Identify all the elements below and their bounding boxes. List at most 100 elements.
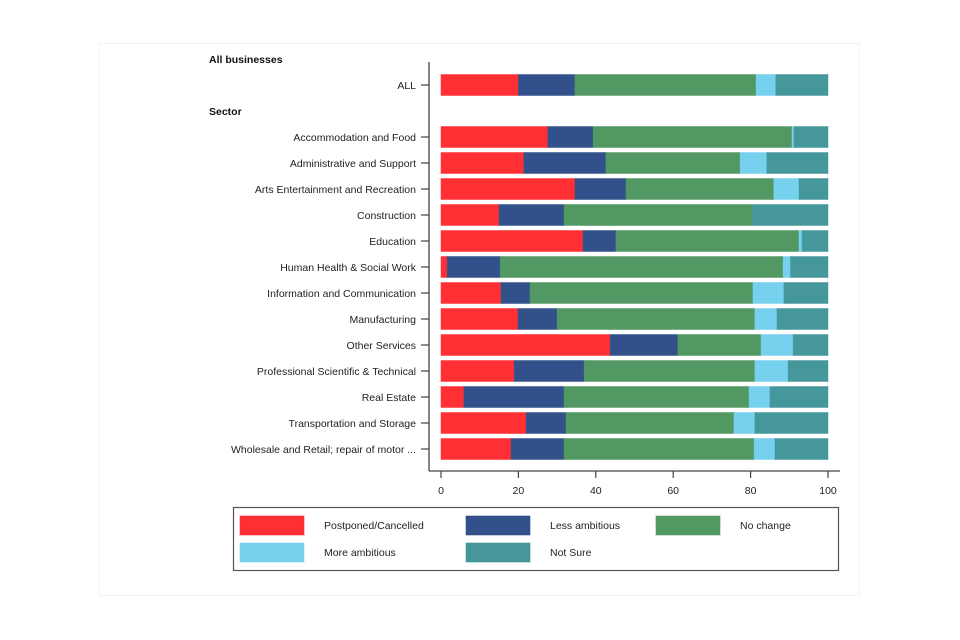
legend-label: No change	[740, 520, 791, 532]
bar-segment-not-sure	[793, 126, 829, 148]
bar-segment-less-ambitious	[523, 152, 607, 174]
bar-segment-no-change	[615, 230, 800, 252]
bar-segment-less-ambitious	[463, 386, 565, 408]
bar-segment-postponed-cancelled	[440, 126, 549, 148]
bar-segment-more-ambitious	[752, 282, 785, 304]
bar-segment-postponed-cancelled	[440, 230, 584, 252]
bar-segment-postponed-cancelled	[440, 386, 465, 408]
bar-segment-more-ambitious	[733, 412, 756, 434]
bar-segment-more-ambitious	[754, 360, 789, 382]
x-tick-label: 100	[819, 485, 837, 497]
bar-segment-no-change	[556, 308, 756, 330]
bar-segment-not-sure	[754, 412, 829, 434]
y-tick-label: Transportation and Storage	[289, 418, 417, 430]
bar-segment-less-ambitious	[547, 126, 594, 148]
legend-box	[232, 506, 840, 572]
bar-segment-more-ambitious	[773, 178, 800, 200]
bar-segment-postponed-cancelled	[440, 152, 525, 174]
legend-swatch	[239, 515, 305, 536]
legend-label: More ambitious	[324, 547, 396, 559]
bar-segment-no-change	[583, 360, 756, 382]
bar-segment-postponed-cancelled	[440, 360, 515, 382]
bar-segment-not-sure	[783, 282, 829, 304]
bar-segment-less-ambitious	[525, 412, 567, 434]
bar-segment-more-ambitious	[760, 334, 794, 356]
bar-segment-postponed-cancelled	[440, 438, 512, 460]
bar-segment-less-ambitious	[518, 74, 576, 96]
y-tick-label: Accommodation and Food	[293, 132, 416, 144]
x-tick-label: 80	[745, 485, 757, 497]
bar-segment-no-change	[529, 282, 754, 304]
bar-segment-not-sure	[790, 256, 829, 278]
legend: Postponed/Cancelled Less ambitious No chan…	[232, 506, 840, 572]
legend-label: Less ambitious	[550, 520, 620, 532]
legend-swatch	[465, 542, 531, 563]
x-tick-label: 60	[667, 485, 679, 497]
bar-segment-postponed-cancelled	[440, 282, 502, 304]
bar-segment-no-change	[625, 178, 775, 200]
y-tick-label: ALL	[397, 80, 416, 92]
bar-segment-more-ambitious	[782, 256, 791, 278]
y-tick-label: Real Estate	[362, 392, 416, 404]
bar-segment-postponed-cancelled	[440, 204, 500, 226]
bar-segment-not-sure	[792, 334, 829, 356]
bar-segment-no-change	[574, 74, 757, 96]
bar-segment-less-ambitious	[498, 204, 565, 226]
category-labels: All businesses Sector ALL Accommodation and…	[209, 54, 429, 456]
bar-segment-less-ambitious	[513, 360, 585, 382]
bar-segment-not-sure	[776, 308, 829, 330]
bar-segment-not-sure	[769, 386, 829, 408]
bar-segment-less-ambitious	[446, 256, 501, 278]
legend-swatch	[239, 542, 305, 563]
bar-segment-no-change	[565, 412, 735, 434]
bar-segment-more-ambitious	[753, 438, 776, 460]
bar-segment-no-change	[499, 256, 784, 278]
bar-segment-more-ambitious	[798, 230, 803, 252]
y-tick-label: Wholesale and Retail; repair of motor ..…	[231, 444, 416, 456]
bar-segment-no-change	[677, 334, 762, 356]
group-header: All businesses	[209, 54, 283, 66]
y-tick-label: Human Health & Social Work	[280, 262, 417, 274]
bar-segment-postponed-cancelled	[440, 256, 448, 278]
bar-segment-more-ambitious	[755, 74, 777, 96]
x-tick-label: 40	[590, 485, 602, 497]
bar-segment-no-change	[605, 152, 741, 174]
y-tick-label: Professional Scientific & Technical	[257, 366, 416, 378]
y-tick-label: Arts Entertainment and Recreation	[255, 184, 416, 196]
axes	[428, 62, 840, 472]
bar-segment-postponed-cancelled	[440, 412, 527, 434]
bar-segment-less-ambitious	[609, 334, 679, 356]
bar-segment-more-ambitious	[748, 386, 771, 408]
bar-segment-not-sure	[798, 178, 829, 200]
bar-segment-no-change	[592, 126, 793, 148]
bar-segment-less-ambitious	[500, 282, 531, 304]
y-tick-label: Other Services	[347, 340, 416, 352]
bar-segment-not-sure	[801, 230, 829, 252]
x-ticks: 0 20 40 60 80 100	[438, 471, 837, 497]
bar-segment-no-change	[563, 204, 753, 226]
bar-segment-postponed-cancelled	[440, 74, 519, 96]
y-tick-label: Information and Communication	[267, 288, 416, 300]
bar-segment-less-ambitious	[510, 438, 565, 460]
bar-segment-less-ambitious	[582, 230, 617, 252]
legend-swatch	[655, 515, 721, 536]
bar-segment-more-ambitious	[739, 152, 768, 174]
bar-segment-postponed-cancelled	[440, 334, 611, 356]
bar-segment-postponed-cancelled	[440, 308, 519, 330]
group-header: Sector	[209, 106, 242, 118]
y-tick-label: Education	[369, 236, 416, 248]
y-tick-label: Manufacturing	[349, 314, 416, 326]
bar-segment-not-sure	[751, 204, 829, 226]
bar-segment-not-sure	[766, 152, 829, 174]
bar-segment-less-ambitious	[574, 178, 627, 200]
x-tick-label: 0	[438, 485, 444, 497]
legend-swatch	[465, 515, 531, 536]
bar-segment-more-ambitious	[754, 308, 778, 330]
bars	[440, 74, 829, 460]
legend-label: Not Sure	[550, 547, 592, 559]
bar-segment-less-ambitious	[517, 308, 558, 330]
bar-segment-not-sure	[775, 74, 829, 96]
x-tick-label: 20	[513, 485, 525, 497]
bar-segment-no-change	[563, 386, 750, 408]
